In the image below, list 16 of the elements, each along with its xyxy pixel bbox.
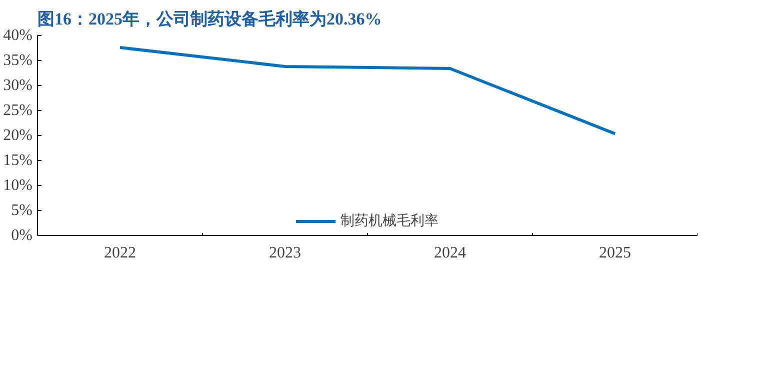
legend-label: 制药机械毛利率 (340, 212, 438, 230)
y-tick-label: 5% (11, 202, 32, 219)
x-tick-label: 2022 (104, 244, 136, 262)
y-tick-label: 25% (3, 102, 32, 119)
y-tick-label: 0% (11, 227, 32, 244)
x-tick-label: 2023 (269, 244, 301, 262)
x-tick-label: 2025 (599, 244, 631, 262)
y-tick-label: 35% (3, 52, 32, 69)
line-series (118, 46, 616, 136)
y-tick-label: 40% (3, 27, 32, 44)
x-tick-label: 2024 (434, 244, 466, 262)
y-tick-label: 10% (3, 177, 32, 194)
chart-title: 图16：2025年，公司制药设备毛利率为20.36% (38, 10, 382, 28)
y-tick-label: 15% (3, 152, 32, 169)
y-tick-label: 20% (3, 127, 32, 144)
y-tick-label: 30% (3, 77, 32, 94)
